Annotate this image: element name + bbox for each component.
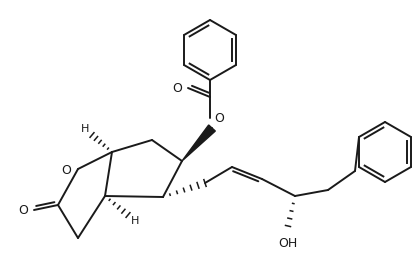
Text: O: O bbox=[18, 203, 28, 217]
Text: OH: OH bbox=[278, 237, 297, 250]
Polygon shape bbox=[182, 125, 215, 161]
Text: O: O bbox=[61, 163, 71, 177]
Text: H: H bbox=[81, 124, 89, 134]
Text: O: O bbox=[172, 81, 182, 95]
Text: O: O bbox=[214, 111, 224, 125]
Text: H: H bbox=[131, 216, 139, 226]
